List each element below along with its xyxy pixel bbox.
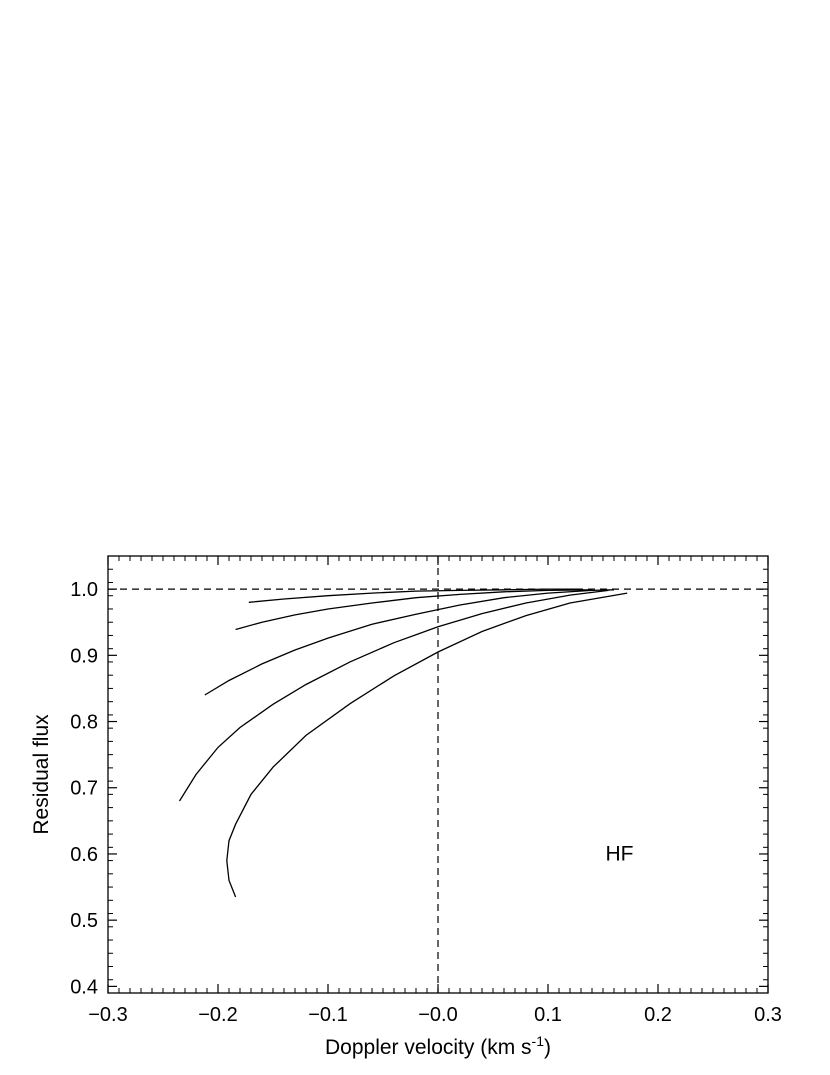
y-tick-label: 1.0: [70, 579, 98, 601]
series-line-2: [235, 589, 593, 631]
series-line-1: [248, 588, 581, 603]
y-axis-title: Residual flux: [30, 714, 53, 835]
y-tick-label: 0.9: [70, 645, 98, 667]
x-tick-label: −0.2: [198, 1004, 237, 1026]
y-tick-label: 0.5: [70, 910, 98, 932]
x-tick-label: 0.1: [534, 1004, 562, 1026]
x-tick-label: −0.3: [88, 1004, 127, 1026]
axis-ticks: [107, 555, 769, 994]
x-axis-title-main: Doppler velocity (km s: [325, 1036, 532, 1059]
x-tick-label: 0.3: [754, 1004, 782, 1026]
x-axis-title-suffix: ): [544, 1036, 551, 1059]
x-axis-title-superscript: -1: [532, 1033, 545, 1049]
x-tick-label: 0.2: [644, 1004, 672, 1026]
y-tick-label: 0.6: [70, 844, 98, 866]
series-line-5: [226, 592, 628, 898]
plot-content: [108, 556, 768, 993]
x-axis-title: Doppler velocity (km s-1): [325, 1033, 551, 1059]
x-tick-label: −0.1: [308, 1004, 347, 1026]
y-tick-label: 0.4: [70, 976, 98, 998]
annotation-label: HF: [606, 843, 634, 866]
y-tick-label: 0.7: [70, 778, 98, 800]
y-tick-label: 0.8: [70, 712, 98, 734]
axis-tick-labels: −0.3 −0.2 −0.1 −0.0 0.1 0.2 0.3 0.4 0.5 0.6 0.7 0.8…: [70, 579, 782, 1026]
series-line-4: [178, 589, 609, 802]
series-line-3: [204, 589, 615, 696]
x-tick-label: −0.0: [418, 1004, 457, 1026]
